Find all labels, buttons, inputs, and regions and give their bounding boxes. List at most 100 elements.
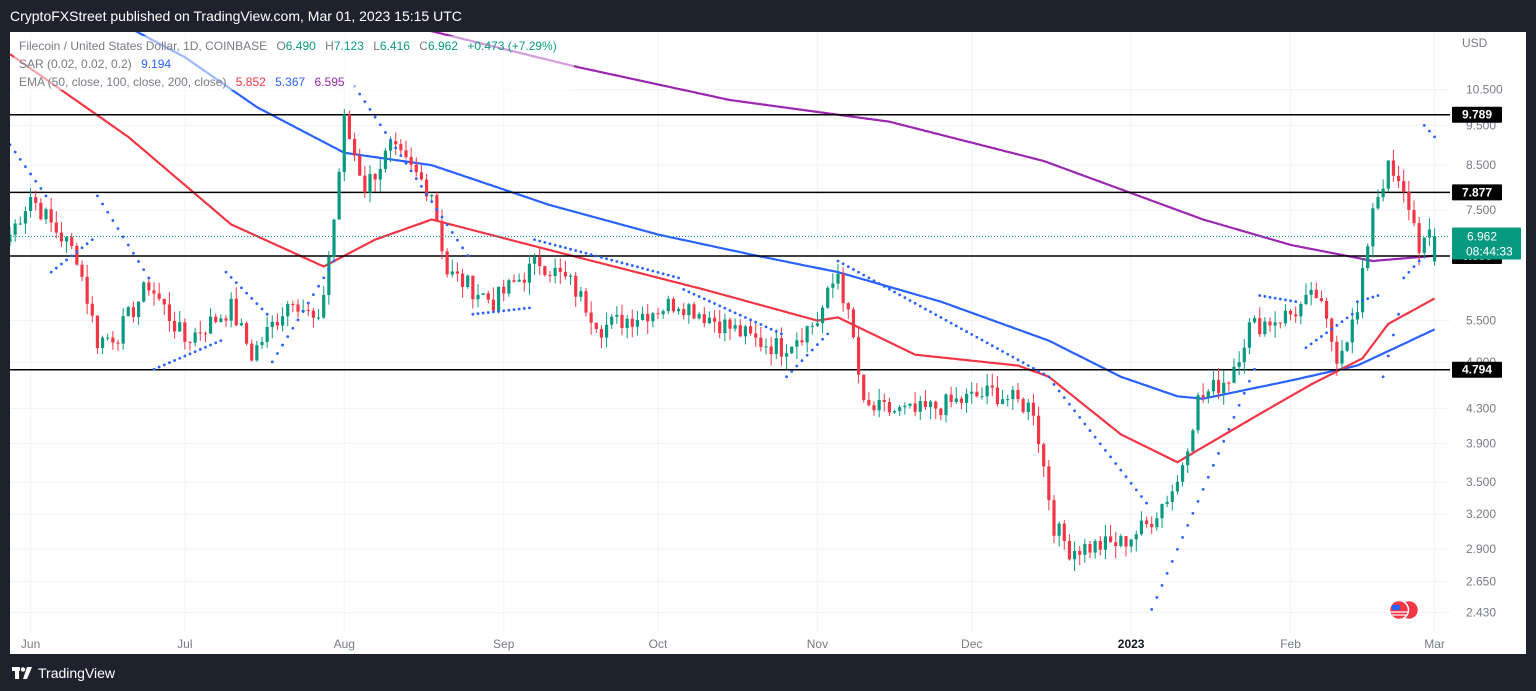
sar-dot xyxy=(90,238,94,242)
candle-body xyxy=(1124,536,1128,547)
sar-dot xyxy=(1114,462,1118,465)
candle-body xyxy=(651,313,655,322)
candle-body xyxy=(1247,322,1252,348)
sar-dot xyxy=(533,238,536,242)
sar-dot xyxy=(430,200,434,204)
candle-body xyxy=(203,333,208,335)
candle-body xyxy=(1052,500,1056,536)
time-tick-label: Feb xyxy=(1280,637,1301,651)
candle-body xyxy=(1407,191,1411,210)
candlestick-chart[interactable]: Filecoin / United States Dollar, 1D, COI… xyxy=(10,32,1526,654)
candle-body xyxy=(743,326,748,337)
candle-body xyxy=(75,245,79,265)
sar-dot xyxy=(425,192,428,196)
sar-dot xyxy=(1006,352,1010,356)
sar-dot xyxy=(507,308,511,312)
candle-body xyxy=(471,275,475,300)
sar-dot xyxy=(754,320,758,324)
sar-dot xyxy=(1134,488,1138,492)
sar-dot xyxy=(75,250,79,254)
candle-body xyxy=(54,222,58,233)
candle-body xyxy=(1252,318,1257,323)
candle-body xyxy=(337,171,341,220)
sar-dot xyxy=(795,364,799,368)
sar-dot xyxy=(384,131,387,134)
candle-body xyxy=(856,337,861,375)
candle-body xyxy=(183,322,187,342)
time-tick-label: Mar xyxy=(1424,637,1445,651)
price-tick-label: 2.900 xyxy=(1466,542,1496,556)
sar-dot xyxy=(450,231,454,234)
candle-body xyxy=(635,320,640,327)
price-axis[interactable]: 10.5009.5008.5007.5005.5004.9004.3003.90… xyxy=(1466,83,1503,620)
legend-low-value: 6.416 xyxy=(380,39,410,53)
sar-dot xyxy=(1217,451,1220,455)
sar-dot xyxy=(1093,435,1097,439)
candle-body xyxy=(342,114,346,172)
sar-dot xyxy=(1196,499,1200,503)
candle-body xyxy=(1340,350,1344,364)
sar-dot xyxy=(980,338,984,342)
candle-body xyxy=(820,307,825,324)
legend-ema-label: EMA (50, close, 100, close, 200, close) xyxy=(19,75,226,89)
sar-dot xyxy=(101,202,104,206)
sar-dot xyxy=(1222,439,1226,443)
candle-body xyxy=(1360,268,1365,313)
sar-dot xyxy=(630,264,634,267)
sar-dot xyxy=(697,295,701,298)
sar-dot xyxy=(1078,415,1082,419)
legend-sar-label: SAR (0.02, 0.02, 0.2) xyxy=(19,57,132,71)
ema-50-line xyxy=(10,53,1436,464)
sar-dot xyxy=(1057,389,1061,393)
sar-dot xyxy=(1407,270,1411,274)
candle-body xyxy=(404,150,408,158)
legend-sar-value: 9.194 xyxy=(141,57,171,71)
candle-body xyxy=(517,279,521,282)
sar-dot xyxy=(245,291,248,295)
candle-body xyxy=(908,403,912,406)
legend-ema200-value: 6.595 xyxy=(315,75,345,89)
sar-dot xyxy=(394,146,398,150)
candle-body xyxy=(867,399,871,406)
candle-body xyxy=(630,318,634,327)
sar-dot xyxy=(1402,276,1406,280)
candle-body xyxy=(116,342,120,344)
candle-body xyxy=(754,333,758,338)
candle-body xyxy=(1067,540,1072,560)
sar-dot xyxy=(682,288,686,291)
sar-dot xyxy=(327,267,331,271)
sar-dot xyxy=(1433,135,1436,139)
candle-body xyxy=(383,150,388,169)
candle-body xyxy=(265,326,269,343)
candle-body xyxy=(666,298,670,312)
sar-dot xyxy=(1062,396,1066,400)
candle-body xyxy=(584,291,588,313)
sar-dot xyxy=(1140,495,1143,498)
sar-dot xyxy=(656,270,660,274)
time-axis[interactable]: Jun Jul Aug Sep Oct Nov Dec 2023 Feb Mar xyxy=(21,637,1445,651)
tradingview-logo[interactable]: TradingView xyxy=(12,665,115,681)
candle-body xyxy=(862,374,866,400)
candle-body xyxy=(574,275,578,297)
sar-dot xyxy=(168,361,171,365)
sar-dot xyxy=(137,260,140,263)
sar-dot xyxy=(250,297,254,300)
sar-dot xyxy=(852,268,855,271)
chart-frame[interactable]: Filecoin / United States Dollar, 1D, COI… xyxy=(10,32,1526,654)
sar-dot xyxy=(111,219,115,222)
candle-body xyxy=(532,257,537,264)
sar-dot xyxy=(1376,294,1380,297)
sar-dot xyxy=(255,302,259,306)
candle-body xyxy=(1222,382,1226,394)
candle-body xyxy=(1345,342,1349,351)
sar-dot xyxy=(872,279,876,283)
sar-dot xyxy=(65,258,68,262)
candle-body xyxy=(172,320,177,332)
candle-body xyxy=(625,318,629,329)
sar-dot xyxy=(862,273,866,277)
candle-body xyxy=(121,316,125,344)
us-flag-icon[interactable] xyxy=(1388,599,1420,621)
sar-dot xyxy=(543,240,547,244)
level-price-badge-label: 4.794 xyxy=(1462,363,1492,377)
candle-body xyxy=(234,298,238,326)
